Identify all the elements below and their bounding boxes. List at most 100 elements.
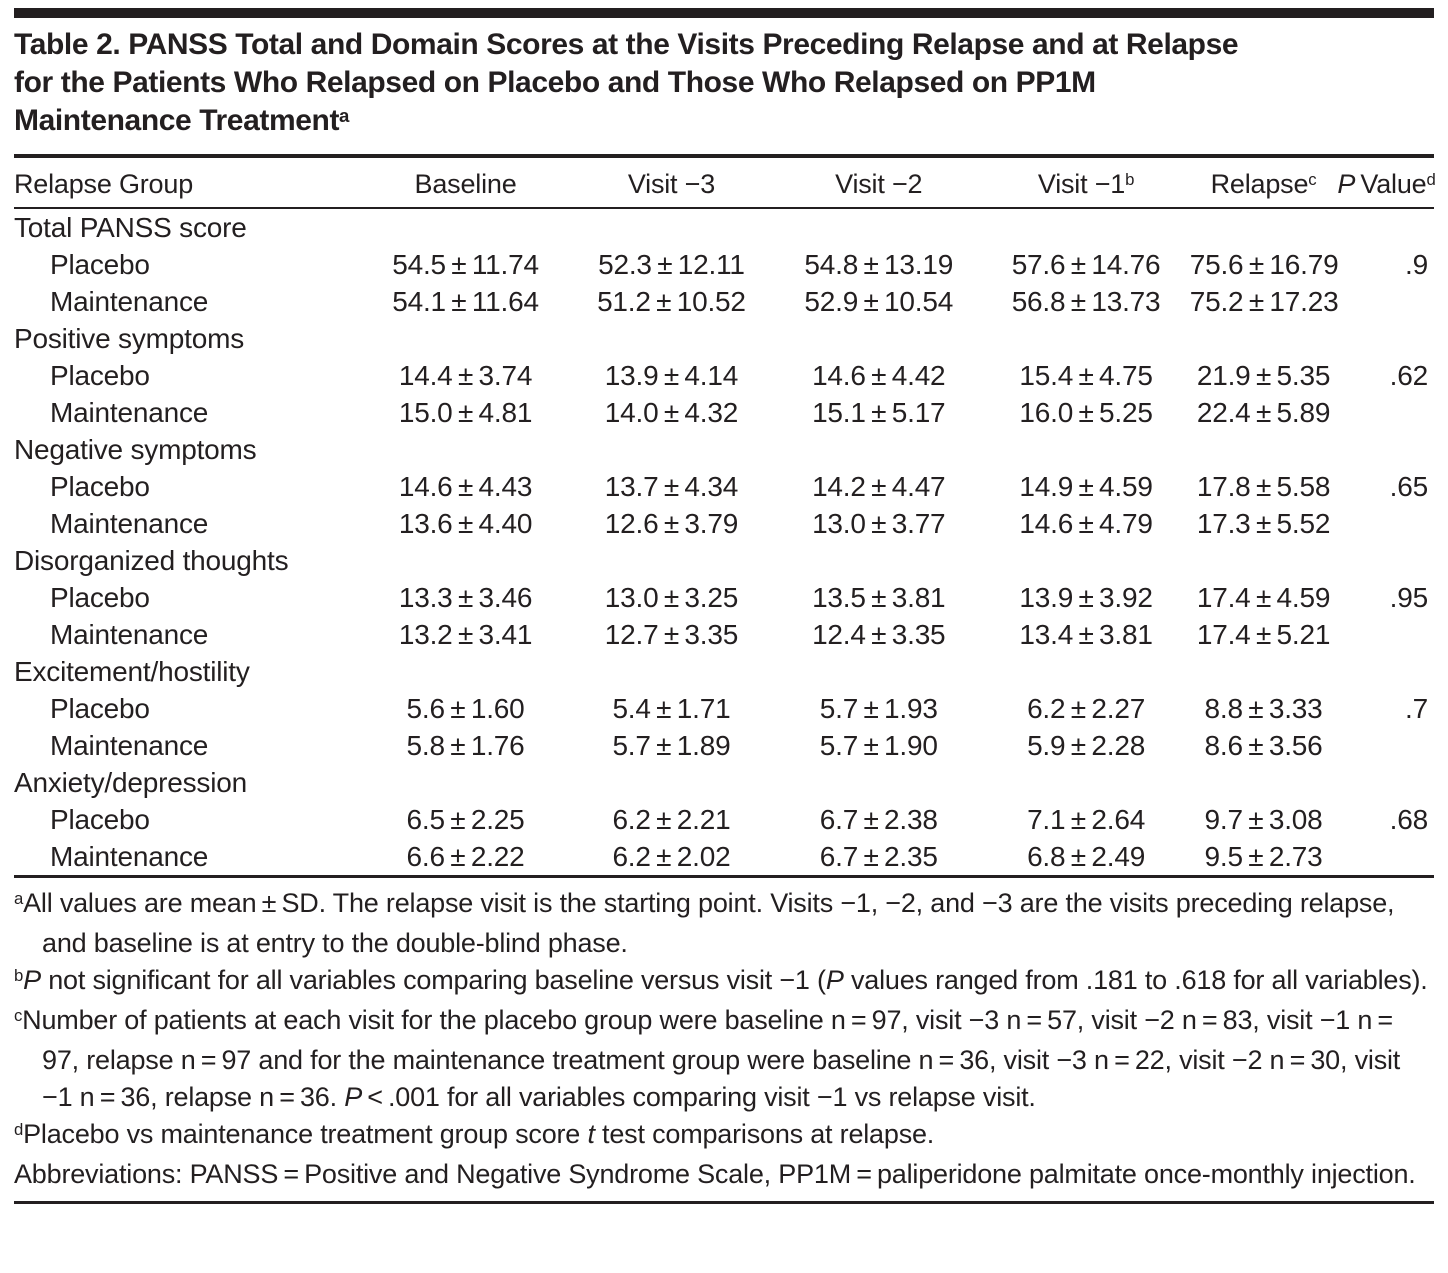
column-header-label: Visit −1 bbox=[1037, 169, 1126, 199]
value-cell: 8.8 ± 3.33 bbox=[1204, 693, 1323, 724]
value-cell: 12.7 ± 3.35 bbox=[604, 619, 739, 650]
value-cell: 54.1 ± 11.64 bbox=[392, 286, 539, 317]
p-value-cell bbox=[1337, 505, 1434, 542]
group-cell: Maintenance bbox=[50, 397, 209, 428]
value-cell: 15.1 ± 5.17 bbox=[812, 397, 946, 428]
footnote-text: All values are mean ± SD. The relapse vi… bbox=[23, 888, 1395, 958]
category-cell: Total PANSS score bbox=[14, 212, 247, 243]
footnote-italic-text: P bbox=[23, 965, 41, 995]
value-cell: 5.4 ± 1.71 bbox=[612, 693, 731, 724]
value-cell: 6.2 ± 2.02 bbox=[612, 841, 731, 872]
footnote: aAll values are mean ± SD. The relapse v… bbox=[14, 885, 1434, 962]
footnote-text: not significant for all variables compar… bbox=[40, 965, 826, 995]
p-value-cell: .95 bbox=[1389, 582, 1429, 613]
value-cell: 6.6 ± 2.22 bbox=[406, 841, 525, 872]
column-header-baseline: Baseline bbox=[363, 158, 568, 209]
value-cell: 14.0 ± 4.32 bbox=[604, 397, 739, 428]
p-value-cell: .68 bbox=[1389, 804, 1429, 835]
value-cell: 5.7 ± 1.90 bbox=[819, 730, 938, 761]
value-cell: 6.2 ± 2.27 bbox=[1027, 693, 1146, 724]
category-row: Negative symptoms bbox=[14, 431, 1434, 468]
column-header-footnote-marker: c bbox=[1308, 170, 1317, 190]
value-cell: 13.6 ± 4.40 bbox=[398, 508, 533, 539]
data-row: Maintenance 6.6 ± 2.22 6.2 ± 2.02 6.7 ± 2.3… bbox=[14, 838, 1434, 875]
footnote-marker: a bbox=[14, 889, 24, 909]
value-cell: 12.6 ± 3.79 bbox=[604, 508, 739, 539]
value-cell: 13.7 ± 4.34 bbox=[604, 471, 739, 502]
value-cell: 75.2 ± 17.23 bbox=[1189, 286, 1339, 317]
p-value-cell bbox=[1337, 727, 1434, 764]
data-row: Placebo 13.3 ± 3.46 13.0 ± 3.25 13.5 ± 3.81… bbox=[14, 579, 1434, 616]
footnote-italic-text: t bbox=[587, 1119, 595, 1149]
category-cell: Positive symptoms bbox=[14, 323, 244, 354]
table-title-footnote-marker: a bbox=[339, 104, 349, 126]
category-row: Total PANSS score bbox=[14, 208, 1434, 246]
value-cell: 17.3 ± 5.52 bbox=[1196, 508, 1331, 539]
value-cell: 57.6 ± 14.76 bbox=[1011, 249, 1161, 280]
value-cell: 6.7 ± 2.38 bbox=[819, 804, 938, 835]
panss-scores-table: Relapse Group Baseline Visit −3 Visit −2… bbox=[14, 158, 1436, 875]
value-cell: 14.4 ± 3.74 bbox=[398, 360, 533, 391]
rule-under-title bbox=[14, 154, 1434, 158]
group-cell: Maintenance bbox=[50, 508, 209, 539]
column-header-italic-p: P bbox=[1337, 169, 1356, 199]
value-cell: 17.4 ± 5.21 bbox=[1196, 619, 1331, 650]
column-header-label: Visit −3 bbox=[627, 169, 716, 199]
footnote-text: Placebo vs maintenance treatment group s… bbox=[23, 1119, 588, 1149]
group-cell: Placebo bbox=[50, 471, 150, 502]
footnote-text: Abbreviations: PANSS = Positive and Nega… bbox=[14, 1159, 1416, 1189]
footnote-italic-text: P bbox=[825, 965, 844, 995]
footnote-text: values ranged from .181 to .618 for all … bbox=[843, 965, 1428, 995]
group-cell: Maintenance bbox=[50, 286, 209, 317]
value-cell: 13.4 ± 3.81 bbox=[1019, 619, 1153, 650]
footnote-text: Number of patients at each visit for the… bbox=[22, 1005, 1401, 1112]
value-cell: 14.6 ± 4.42 bbox=[812, 360, 946, 391]
group-cell: Maintenance bbox=[50, 730, 209, 761]
column-header-footnote-marker: b bbox=[1125, 170, 1135, 190]
p-value-cell: .7 bbox=[1405, 693, 1428, 724]
column-header-relapse: Relapsec bbox=[1189, 158, 1338, 209]
value-cell: 7.1 ± 2.64 bbox=[1027, 804, 1146, 835]
data-row: Maintenance 5.8 ± 1.76 5.7 ± 1.89 5.7 ± 1.9… bbox=[14, 727, 1434, 764]
value-cell: 16.0 ± 5.25 bbox=[1019, 397, 1153, 428]
value-cell: 14.6 ± 4.43 bbox=[398, 471, 533, 502]
value-cell: 5.7 ± 1.93 bbox=[819, 693, 938, 724]
value-cell: 6.2 ± 2.21 bbox=[612, 804, 731, 835]
value-cell: 13.5 ± 3.81 bbox=[812, 582, 946, 613]
data-row: Placebo 5.6 ± 1.60 5.4 ± 1.71 5.7 ± 1.93 6.2… bbox=[14, 690, 1434, 727]
group-cell: Maintenance bbox=[50, 619, 209, 650]
column-header-label: Baseline bbox=[414, 169, 517, 199]
group-cell: Maintenance bbox=[50, 841, 209, 872]
group-cell: Placebo bbox=[50, 360, 150, 391]
column-header-visit-minus-2: Visit −2 bbox=[775, 158, 983, 209]
value-cell: 54.5 ± 11.74 bbox=[392, 249, 539, 280]
data-row: Maintenance 13.2 ± 3.41 12.7 ± 3.35 12.4 ± … bbox=[14, 616, 1434, 653]
footnote: cNumber of patients at each visit for th… bbox=[14, 1002, 1434, 1116]
category-row: Excitement/hostility bbox=[14, 653, 1434, 690]
p-value-cell bbox=[1337, 616, 1434, 653]
data-row: Placebo 6.5 ± 2.25 6.2 ± 2.21 6.7 ± 2.38 7.1… bbox=[14, 801, 1434, 838]
data-row: Maintenance 54.1 ± 11.64 51.2 ± 10.52 52.9 … bbox=[14, 283, 1434, 320]
data-row: Placebo 14.6 ± 4.43 13.7 ± 4.34 14.2 ± 4.47… bbox=[14, 468, 1434, 505]
category-row: Disorganized thoughts bbox=[14, 542, 1434, 579]
value-cell: 14.6 ± 4.79 bbox=[1019, 508, 1153, 539]
value-cell: 17.8 ± 5.58 bbox=[1196, 471, 1331, 502]
data-row: Placebo 14.4 ± 3.74 13.9 ± 4.14 14.6 ± 4.42… bbox=[14, 357, 1434, 394]
abbreviations-note: Abbreviations: PANSS = Positive and Nega… bbox=[14, 1156, 1434, 1193]
footnote-italic-text: P bbox=[344, 1082, 363, 1112]
value-cell: 13.9 ± 4.14 bbox=[604, 360, 739, 391]
value-cell: 52.3 ± 12.11 bbox=[598, 249, 745, 280]
value-cell: 12.4 ± 3.35 bbox=[812, 619, 946, 650]
footnote-marker: b bbox=[14, 966, 24, 986]
value-cell: 13.0 ± 3.25 bbox=[604, 582, 739, 613]
header-row: Relapse Group Baseline Visit −3 Visit −2… bbox=[14, 158, 1436, 209]
footnotes-block: aAll values are mean ± SD. The relapse v… bbox=[14, 878, 1434, 1193]
table-title-text: Table 2. PANSS Total and Domain Scores a… bbox=[14, 28, 1239, 137]
value-cell: 56.8 ± 13.73 bbox=[1011, 286, 1161, 317]
data-row: Maintenance 13.6 ± 4.40 12.6 ± 3.79 13.0 ± … bbox=[14, 505, 1434, 542]
column-header-label: Relapse Group bbox=[14, 169, 194, 199]
column-header-label: Value bbox=[1355, 169, 1427, 199]
p-value-cell bbox=[1337, 283, 1434, 320]
column-header-footnote-marker: d bbox=[1426, 170, 1436, 190]
value-cell: 6.5 ± 2.25 bbox=[406, 804, 525, 835]
